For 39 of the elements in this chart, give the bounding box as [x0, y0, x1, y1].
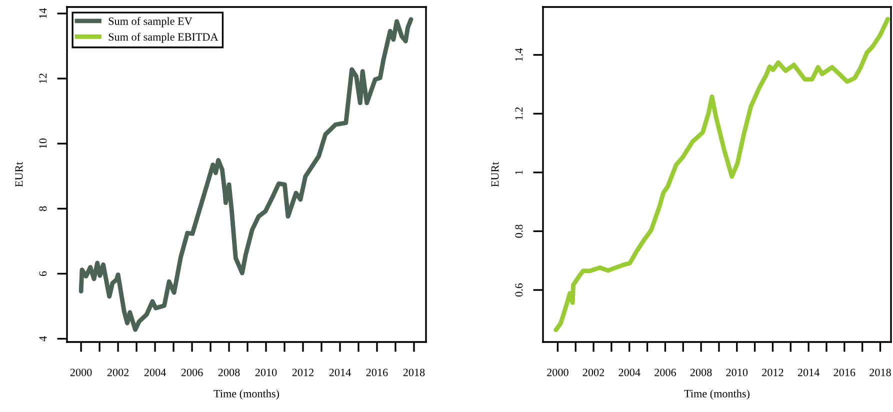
x-tick-label: 2006: [654, 368, 676, 376]
x-tick-label: 2010: [255, 368, 277, 376]
x-axis-title: Time (months): [684, 390, 750, 400]
y-tick-label: 0.8: [515, 224, 523, 238]
x-tick-label: 2004: [144, 368, 166, 376]
y-tick-label: 6: [39, 271, 47, 276]
x-tick-label: 2014: [329, 368, 351, 376]
x-tick-label: 2004: [618, 368, 640, 376]
y-tick-label: 0.6: [515, 283, 523, 297]
x-tick-label: 2016: [834, 368, 856, 376]
x-tick-label: 2008: [218, 368, 240, 376]
y-tick-label: 1.4: [515, 48, 523, 61]
legend-label: Sum of sample EV: [108, 17, 192, 28]
x-tick-label: 2002: [107, 368, 129, 376]
x-tick-label: 2000: [70, 368, 92, 376]
x-tick-label: 2006: [181, 368, 203, 376]
x-tick-label: 2012: [762, 368, 784, 376]
y-tick-label: 14: [39, 8, 47, 18]
line-series: [554, 16, 890, 332]
y-tick-label: 1: [515, 170, 523, 174]
y-tick-label: 8: [39, 206, 47, 212]
x-tick-label: 2008: [690, 368, 712, 376]
x-tick-label: 2000: [547, 368, 568, 376]
y-axis-title: EURt: [15, 162, 23, 187]
x-tick-label: 2014: [798, 368, 820, 376]
x-tick-label: 2016: [366, 368, 388, 376]
y-axis-title: EURt: [491, 162, 499, 187]
x-axis-title: Time (months): [214, 390, 279, 400]
y-tick-label: 10: [39, 138, 47, 148]
x-tick-label: 2018: [870, 368, 891, 376]
y-tick-label: 12: [39, 74, 47, 84]
x-tick-label: 2012: [292, 368, 314, 376]
x-tick-label: 2002: [582, 368, 604, 376]
legend-label: Sum of sample EBITDA: [108, 32, 218, 43]
y-tick-label: 4: [39, 336, 47, 342]
line-series: [78, 17, 414, 332]
y-tick-label: 1.2: [515, 107, 523, 120]
x-tick-label: 2010: [726, 368, 748, 376]
x-tick-label: 2018: [403, 368, 425, 376]
